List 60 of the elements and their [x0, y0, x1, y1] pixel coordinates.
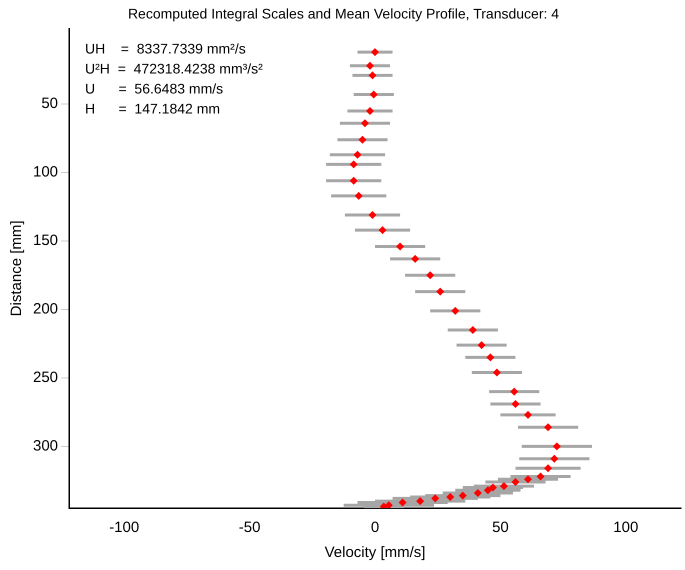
y-tick-label: 300 — [32, 438, 58, 455]
y-tick-label: 250 — [32, 369, 58, 386]
x-tick-label: -100 — [109, 519, 140, 536]
point — [368, 71, 377, 80]
point — [544, 464, 552, 472]
point — [492, 368, 501, 376]
point — [536, 472, 545, 481]
point — [350, 160, 358, 168]
point — [360, 119, 369, 128]
x-tick-label: -50 — [238, 519, 260, 536]
y-axis-title: Distance [mm] — [8, 220, 26, 316]
point — [484, 486, 492, 494]
point — [416, 497, 424, 506]
y-tick-label: 150 — [32, 232, 58, 250]
x-axis-title: Velocity [mm/s] — [324, 544, 426, 562]
x-tick-label: 100 — [613, 519, 638, 536]
point — [486, 353, 494, 362]
point — [446, 493, 454, 502]
annotation: UH = 8337.7339 mm²/s — [85, 40, 246, 57]
x-tick-label: 0 — [370, 519, 380, 536]
annotation: H = 147.1842 mm — [85, 100, 220, 117]
point — [511, 400, 520, 408]
point — [458, 492, 467, 500]
point — [358, 136, 366, 144]
x-tick-label: 50 — [492, 519, 509, 536]
point — [398, 498, 407, 507]
point — [370, 90, 378, 99]
point — [366, 106, 374, 115]
point — [426, 271, 434, 280]
point — [474, 488, 482, 497]
point — [524, 410, 532, 419]
chart-title: Recomputed Integral Scales and Mean Velocity Profile, Transducer: 4 — [128, 5, 560, 22]
point — [350, 176, 358, 185]
point — [411, 254, 420, 263]
point — [368, 211, 377, 220]
point — [366, 62, 374, 70]
point — [431, 494, 440, 502]
point — [552, 442, 561, 450]
point — [524, 475, 532, 484]
point — [488, 483, 497, 492]
point — [550, 454, 558, 463]
point — [396, 242, 404, 250]
point — [510, 388, 518, 396]
point — [378, 226, 387, 234]
point — [384, 501, 393, 508]
y-tick-label: 200 — [32, 300, 58, 318]
point — [511, 478, 520, 486]
annotation: U²H = 472318.4238 mm³/s² — [85, 60, 264, 77]
point — [500, 482, 508, 490]
annotation: U = 56.6483 mm/s — [85, 80, 224, 97]
point — [353, 150, 362, 159]
point — [451, 306, 460, 315]
point — [544, 423, 552, 432]
point — [436, 288, 444, 296]
y-tick-label: 50 — [41, 95, 58, 112]
point — [354, 192, 363, 200]
point — [468, 326, 477, 334]
y-tick-label: 100 — [32, 164, 58, 181]
point — [478, 341, 486, 350]
point — [371, 48, 380, 56]
